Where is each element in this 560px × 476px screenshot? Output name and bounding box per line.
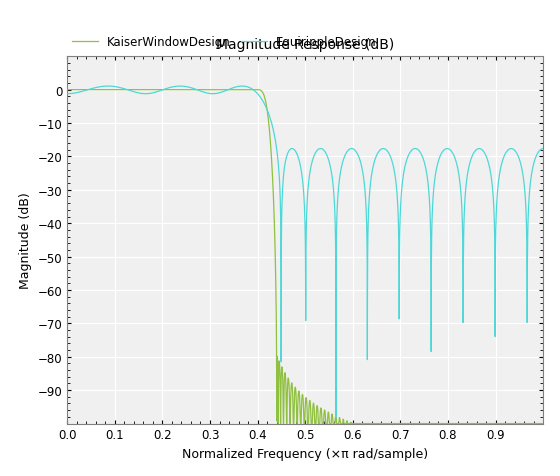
KaiserWindowDesign (262, 98, 269, 104)
X-axis label: Normalized Frequency (×π rad/sample): Normalized Frequency (×π rad/sample) (182, 447, 428, 460)
Legend: KaiserWindowDesign, EquirippleDesign: KaiserWindowDesign, EquirippleDesign (67, 31, 381, 53)
EquirippleDesign (64, 92, 71, 98)
KaiserWindowDesign (254, 88, 260, 93)
EquirippleDesign (540, 147, 547, 152)
EquirippleDesign (317, 146, 324, 152)
KaiserWindowDesign (258, 89, 265, 94)
KaiserWindowDesign (64, 88, 71, 93)
EquirippleDesign (333, 415, 339, 420)
KaiserWindowDesign (408, 421, 414, 426)
EquirippleDesign (258, 97, 265, 102)
KaiserWindowDesign (275, 421, 282, 426)
Line: KaiserWindowDesign: KaiserWindowDesign (67, 90, 543, 424)
EquirippleDesign (408, 149, 414, 155)
EquirippleDesign (262, 104, 269, 109)
Y-axis label: Magnitude (dB): Magnitude (dB) (19, 192, 32, 288)
Line: EquirippleDesign: EquirippleDesign (67, 87, 543, 417)
EquirippleDesign (470, 150, 477, 156)
EquirippleDesign (207, 91, 213, 97)
KaiserWindowDesign (470, 421, 477, 426)
EquirippleDesign (177, 84, 184, 90)
KaiserWindowDesign (207, 88, 213, 93)
KaiserWindowDesign (540, 421, 547, 426)
Title: Magnitude Response (dB): Magnitude Response (dB) (216, 38, 394, 52)
KaiserWindowDesign (317, 407, 324, 413)
